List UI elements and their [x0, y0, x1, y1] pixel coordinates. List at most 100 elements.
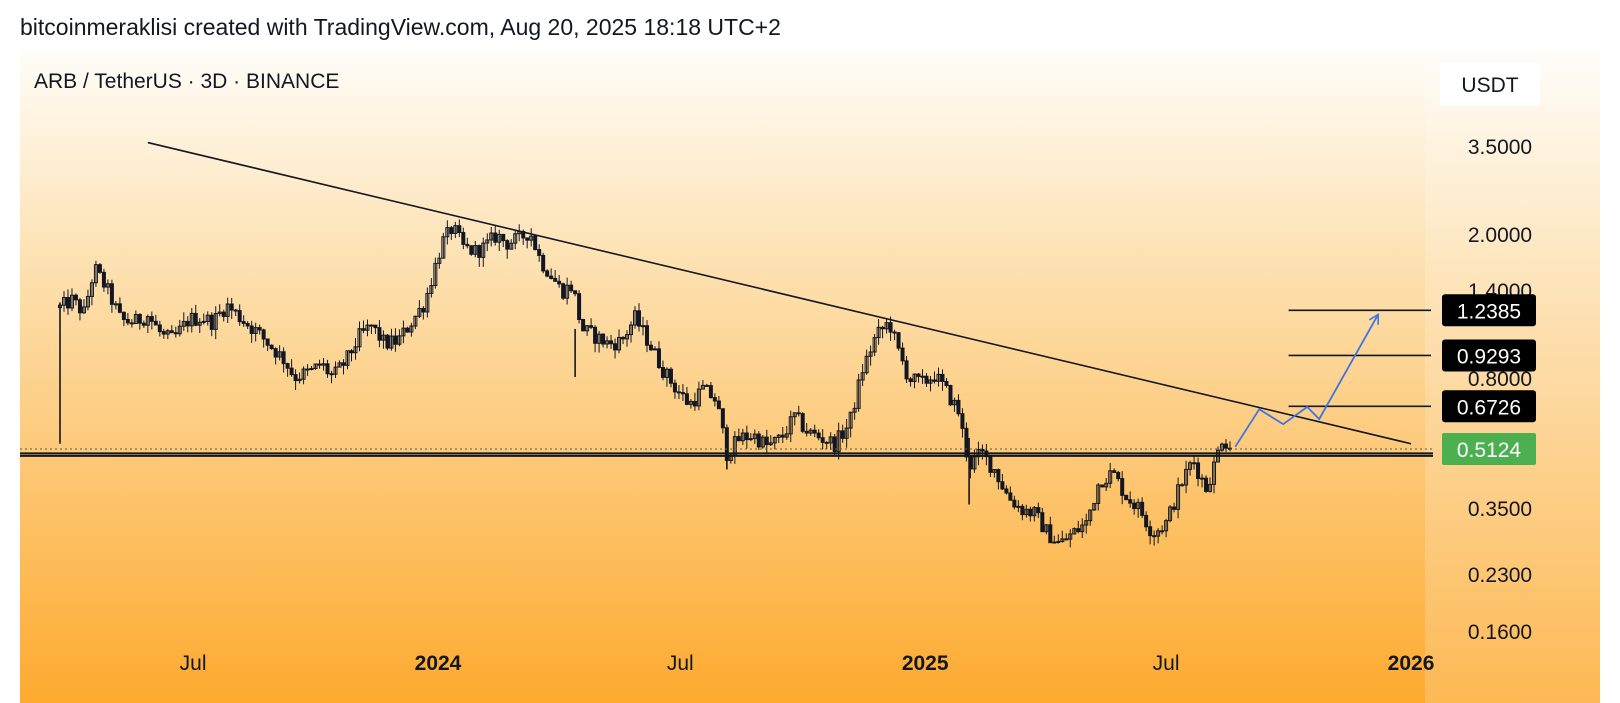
candle-body — [157, 324, 162, 333]
candle-body — [1124, 494, 1129, 501]
candle-body — [664, 368, 669, 378]
candle-body — [1136, 501, 1141, 510]
candle-body — [672, 382, 677, 393]
candle-body — [708, 385, 713, 399]
current-price-label: 0.5124 — [1457, 439, 1522, 462]
candle-body — [417, 307, 422, 317]
candle-body — [1000, 481, 1005, 490]
candle-body — [920, 375, 925, 378]
candle-body — [1196, 462, 1201, 480]
candle-body — [497, 233, 502, 243]
candle-body — [780, 434, 785, 438]
candle-body — [489, 232, 494, 241]
candle-body — [808, 429, 813, 434]
candle-body — [992, 469, 997, 473]
candle-body — [936, 373, 941, 382]
candle-body — [896, 332, 901, 349]
candle-body — [1056, 541, 1061, 544]
candle-body — [1020, 505, 1025, 516]
candle-body — [557, 280, 562, 285]
candle-body — [73, 294, 78, 301]
candle-body — [633, 310, 638, 326]
candle-body — [964, 427, 969, 458]
candle-body — [61, 297, 66, 306]
candle-body — [1024, 508, 1029, 516]
candle-body — [932, 379, 937, 382]
candle-body — [1008, 492, 1013, 501]
candle-body — [109, 283, 114, 305]
current-price-badge — [1442, 433, 1536, 466]
candle-body — [744, 432, 749, 441]
candle-body — [149, 316, 154, 322]
candle-body — [816, 432, 821, 439]
candle-body — [69, 294, 74, 309]
candle-body — [333, 366, 338, 375]
candle-body — [1012, 499, 1017, 508]
candle-body — [309, 367, 314, 370]
lines-layer — [20, 141, 1433, 457]
candle-body — [393, 335, 398, 345]
candle-body — [764, 436, 769, 446]
currency-label: USDT — [1461, 74, 1518, 97]
candle-body — [193, 312, 198, 326]
chart-panel[interactable]: 3.5000 2.0000 1.4000 0.8000 0.3500 0.2300 0.16… — [20, 52, 1600, 703]
candle-body — [481, 242, 486, 258]
candle-body — [317, 363, 322, 366]
candle-body — [788, 416, 793, 435]
candle-body — [201, 320, 206, 323]
x-axis-tick-label: Jul — [180, 652, 207, 675]
candle-body — [840, 430, 845, 439]
candle-body — [956, 399, 961, 415]
y-axis-tick-label: 0.2300 — [1468, 564, 1532, 587]
x-axis-tick-label: 2026 — [1388, 652, 1435, 675]
candle-body — [668, 368, 673, 384]
candle-body — [752, 433, 757, 440]
candle-body — [868, 351, 873, 357]
candle-body — [656, 348, 661, 369]
candle-body — [748, 438, 753, 441]
candle-body — [637, 310, 642, 327]
candle-body — [844, 427, 849, 439]
candle-body — [545, 270, 550, 277]
candle-body — [1188, 462, 1193, 470]
candle-body — [125, 318, 130, 324]
candle-body — [1080, 524, 1085, 533]
candle-body — [401, 327, 406, 337]
candle-body — [437, 257, 442, 264]
candle-body — [700, 384, 705, 390]
candle-body — [169, 330, 174, 334]
candle-body — [1112, 470, 1117, 473]
candle-body — [1184, 468, 1189, 486]
candle-body — [772, 436, 777, 444]
candle-body — [397, 335, 402, 345]
candle-body — [477, 245, 482, 258]
candle-body — [1064, 538, 1069, 541]
candle-body — [137, 313, 142, 324]
candle-body — [101, 271, 106, 288]
candle-body — [89, 282, 94, 297]
candle-body — [581, 319, 586, 332]
y-axis-tick-label: 3.5000 — [1468, 136, 1532, 159]
candle-body — [245, 322, 250, 327]
candle-body — [1100, 484, 1105, 488]
candle-body — [249, 325, 254, 334]
candle-body — [1092, 502, 1097, 511]
candle-body — [1176, 484, 1181, 510]
price-chart[interactable]: 3.50002.00001.40000.80000.35000.23000.16… — [20, 52, 1600, 703]
candle-body — [589, 325, 594, 328]
candle-body — [509, 242, 514, 250]
candle-body — [237, 310, 242, 323]
candle-body — [321, 363, 326, 366]
candle-body — [888, 322, 893, 333]
candle-body — [593, 326, 598, 344]
price-level-badge — [1442, 294, 1536, 327]
candle-body — [1168, 506, 1173, 522]
candle-body — [389, 335, 394, 349]
candle-body — [1016, 505, 1021, 508]
y-axis-tick-label: 0.3500 — [1468, 498, 1532, 521]
x-axis-tick-label: 2024 — [415, 652, 462, 675]
candle-body — [988, 456, 993, 473]
candle-body — [405, 327, 410, 333]
candle-body — [293, 374, 298, 382]
candle-body — [1172, 506, 1177, 510]
